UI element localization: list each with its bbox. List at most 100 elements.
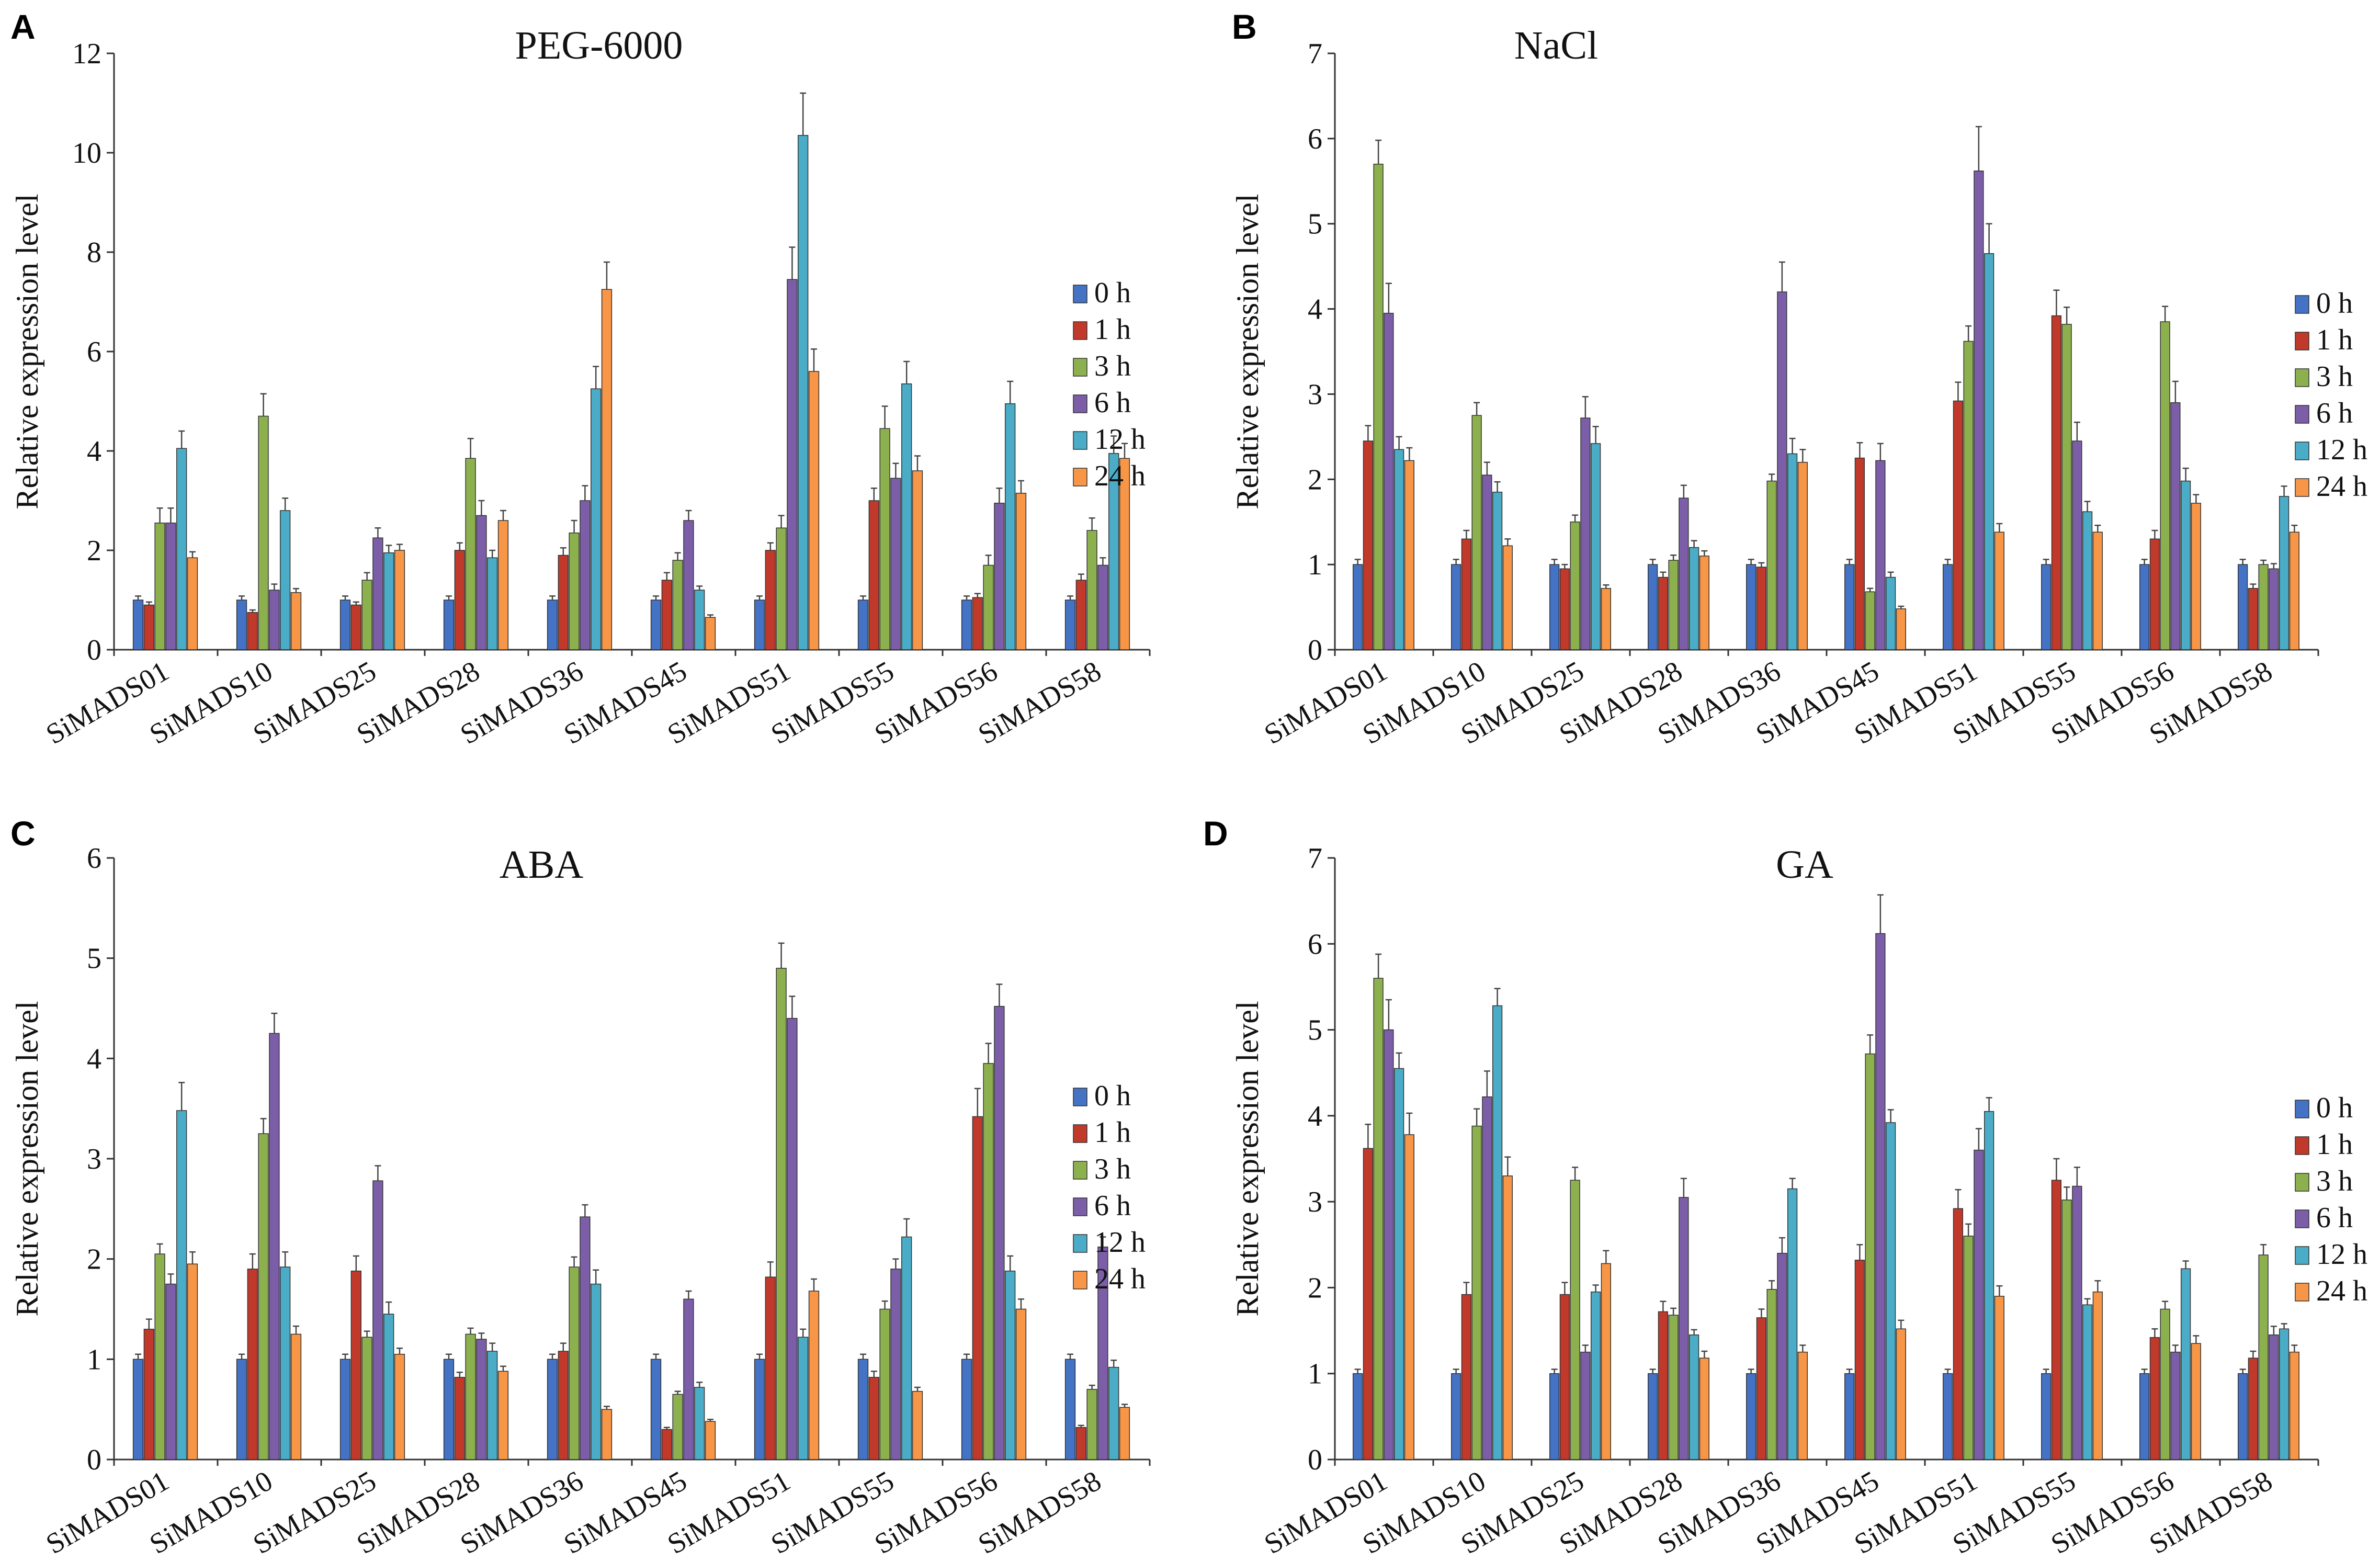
bar <box>1075 1427 1086 1460</box>
bar <box>1384 312 1394 650</box>
legend-label: 1 h <box>2316 324 2353 356</box>
chart-title: PEG-6000 <box>515 24 683 67</box>
bar <box>765 550 776 650</box>
bar <box>143 1329 154 1460</box>
bar <box>661 580 672 650</box>
bar <box>1451 564 1461 650</box>
bar <box>1974 1149 1984 1460</box>
bar <box>2258 564 2269 650</box>
bar <box>601 289 613 650</box>
legend-label: 3 h <box>1094 1153 1131 1185</box>
y-tick-label: 2 <box>87 1243 101 1276</box>
bar <box>961 599 972 650</box>
bar <box>558 1351 569 1460</box>
y-tick-label: 7 <box>1308 38 1322 70</box>
bar <box>2170 402 2181 650</box>
chart-title: ABA <box>500 843 584 887</box>
y-tick-label: 0 <box>87 634 101 666</box>
bar <box>1953 1208 1964 1460</box>
y-tick-label: 1 <box>87 1343 101 1376</box>
bar <box>591 388 602 650</box>
bar <box>1502 1175 1513 1460</box>
bar <box>443 1359 455 1460</box>
bar <box>372 537 383 650</box>
y-tick-label: 2 <box>1308 463 1322 496</box>
bar <box>269 590 280 650</box>
bar <box>1865 591 1875 650</box>
bar <box>1482 474 1492 650</box>
bar <box>1756 1317 1767 1460</box>
legend-label: 3 h <box>1094 350 1131 382</box>
y-tick-label: 6 <box>1308 123 1322 155</box>
bar <box>580 500 591 650</box>
bar <box>868 1377 879 1460</box>
bar <box>247 612 258 650</box>
bar <box>776 527 787 650</box>
bar <box>1746 564 1756 650</box>
bar <box>497 520 509 650</box>
legend-swatch <box>1073 468 1087 487</box>
bar <box>787 279 798 650</box>
y-axis-label: Relative expression level <box>1230 1001 1265 1316</box>
bar <box>1953 400 1964 650</box>
bar <box>1648 564 1658 650</box>
bar <box>798 1337 809 1460</box>
bar <box>1688 1334 1699 1460</box>
bar <box>1688 547 1699 650</box>
bar <box>569 533 580 650</box>
bar <box>1854 457 1865 650</box>
y-tick-label: 4 <box>87 1043 101 1075</box>
bar <box>1075 580 1086 650</box>
bar <box>2160 321 2170 650</box>
y-tick-label: 8 <box>87 236 101 269</box>
legend-swatch <box>1073 1124 1087 1143</box>
legend-swatch <box>1073 431 1087 450</box>
bar <box>350 1270 361 1460</box>
bar <box>547 1359 558 1460</box>
bar <box>2072 1185 2082 1460</box>
bar <box>1119 1407 1130 1460</box>
bar <box>476 1339 487 1460</box>
bar <box>350 604 361 650</box>
bar <box>2238 1373 2248 1460</box>
bar <box>2092 531 2103 650</box>
bar <box>787 1017 798 1460</box>
bar <box>2139 564 2150 650</box>
bar <box>1844 1373 1855 1460</box>
bar <box>2149 1337 2160 1460</box>
bar <box>465 458 476 650</box>
bar <box>890 478 901 650</box>
legend-swatch <box>1073 1161 1087 1180</box>
bar <box>1590 443 1601 650</box>
bar <box>1404 1134 1414 1460</box>
bar <box>972 597 983 650</box>
legend-label: 6 h <box>1094 1190 1131 1222</box>
bar <box>754 1359 765 1460</box>
legend-swatch <box>1073 358 1087 377</box>
y-tick-label: 2 <box>87 535 101 567</box>
legend-swatch <box>2295 368 2309 387</box>
bar <box>1963 1236 1974 1460</box>
bar <box>1471 1125 1482 1460</box>
legend-label: 0 h <box>2316 1092 2353 1124</box>
y-tick-label: 5 <box>1308 1014 1322 1047</box>
bar <box>1363 1148 1374 1460</box>
bar <box>1015 1308 1027 1460</box>
bar <box>165 523 176 650</box>
y-tick-label: 6 <box>87 336 101 368</box>
legend-label: 6 h <box>2316 1202 2353 1234</box>
bar <box>258 415 269 650</box>
y-tick-label: 12 <box>72 38 101 70</box>
bar <box>2041 1373 2052 1460</box>
legend-swatch <box>2295 1283 2309 1302</box>
bar <box>2248 1358 2259 1460</box>
bar <box>2180 1268 2191 1460</box>
y-tick-label: 4 <box>87 435 101 468</box>
bar <box>683 1298 694 1460</box>
bar <box>1984 253 1994 650</box>
panel-letter: C <box>10 814 36 853</box>
bar <box>454 1377 465 1460</box>
bar <box>601 1409 613 1460</box>
bar <box>776 968 787 1460</box>
